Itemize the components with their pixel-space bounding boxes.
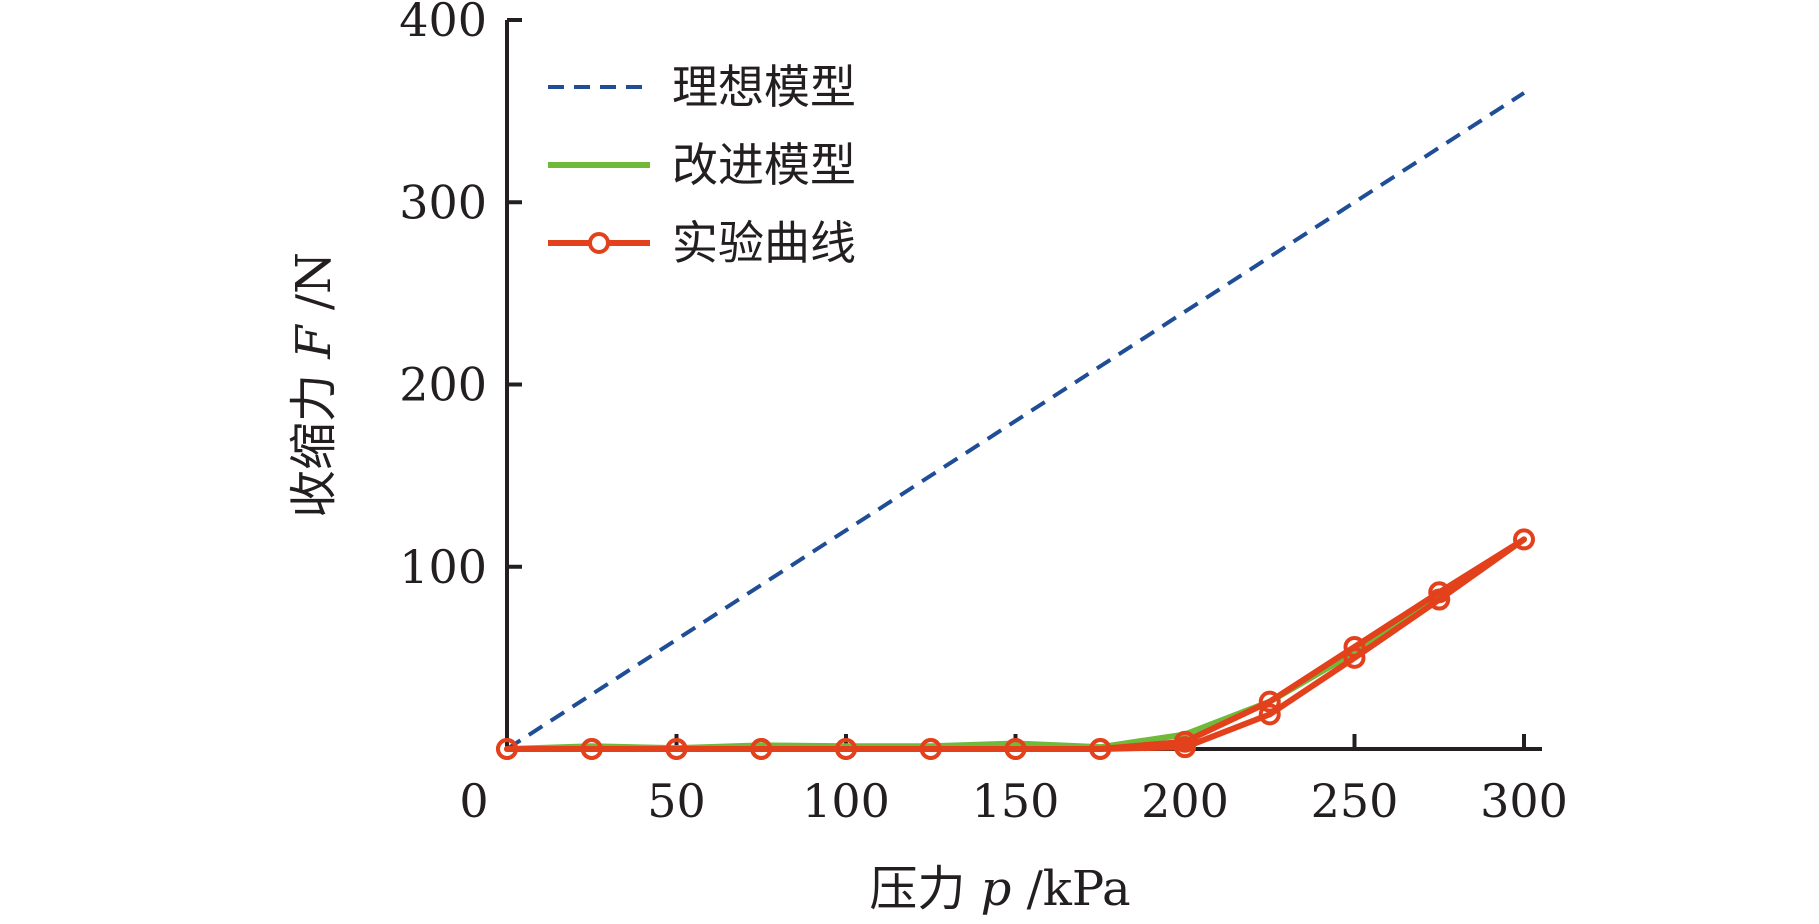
tick-labels: 0 50 100 150 200 250 300 100 200 300 400	[399, 0, 1568, 828]
legend: 理想模型 改进模型 实验曲线	[548, 60, 856, 270]
x-tick-label: 50	[647, 774, 706, 828]
series-line-0	[505, 91, 1526, 751]
y-tick-label: 400	[399, 0, 487, 47]
x-tick-label: 0	[459, 774, 488, 828]
y-axis-title: 收缩力 F /N	[286, 252, 342, 518]
legend-label-ideal: 理想模型	[672, 60, 856, 114]
data-point	[496, 738, 518, 760]
y-tick-label: 100	[399, 540, 487, 594]
x-axis-title-prefix: 压力	[869, 861, 980, 917]
data-point	[1174, 730, 1196, 753]
x-axis-title-symbol: p	[981, 861, 1012, 917]
data-point	[1258, 703, 1281, 726]
x-tick-label: 150	[972, 774, 1060, 828]
y-axis-title-prefix: 收缩力	[286, 359, 342, 518]
data-point	[1258, 690, 1281, 713]
x-tick-label: 200	[1141, 774, 1229, 828]
x-tick-label: 250	[1311, 774, 1399, 828]
axes	[505, 20, 1542, 751]
data-point	[1513, 528, 1535, 551]
legend-label-experiment: 实验曲线	[672, 216, 856, 270]
data-point	[835, 738, 857, 760]
series-layer	[496, 91, 1535, 760]
data-point	[1004, 738, 1027, 760]
data-point	[1343, 635, 1366, 658]
data-point	[665, 738, 688, 760]
y-axis-title-unit: /N	[286, 252, 342, 325]
y-axis-title-symbol: F	[286, 324, 342, 360]
data-point	[1428, 581, 1451, 604]
data-point	[580, 738, 603, 760]
series-line-2	[504, 536, 1527, 752]
x-tick-label: 300	[1480, 774, 1568, 828]
data-point	[1089, 738, 1112, 760]
data-point	[1343, 646, 1366, 669]
legend-label-improved: 改进模型	[672, 138, 856, 192]
x-axis-title-unit: /kPa	[1011, 861, 1130, 917]
data-point	[750, 738, 773, 760]
legend-marker-experiment	[588, 232, 610, 254]
y-tick-label: 200	[399, 358, 487, 412]
x-axis-title: 压力 p /kPa	[869, 861, 1130, 917]
y-tick-label: 300	[399, 175, 487, 229]
x-tick-label: 100	[802, 774, 890, 828]
data-point	[1428, 588, 1451, 611]
data-point	[919, 738, 942, 760]
